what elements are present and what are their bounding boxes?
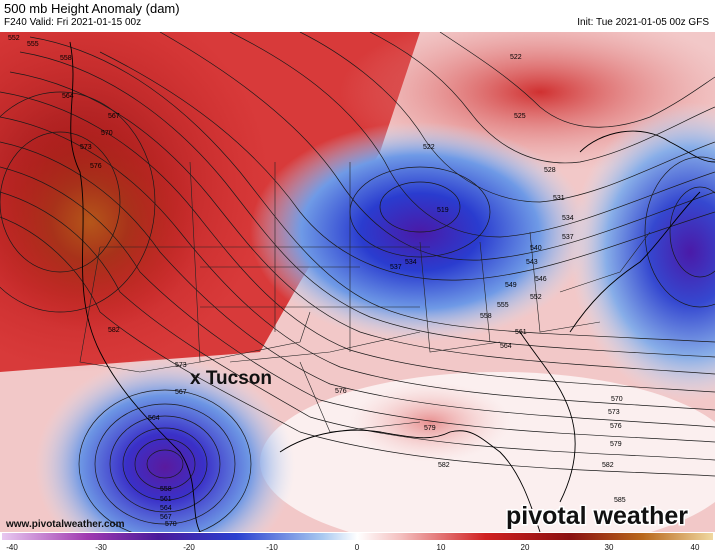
contour-label: 558 — [480, 313, 492, 320]
contour-label: 537 — [562, 234, 574, 241]
contour-label: 558 — [160, 486, 172, 493]
contour-label: 582 — [602, 462, 614, 469]
contour-label: 522 — [510, 54, 522, 61]
init-time: Init: Tue 2021-01-05 00z GFS — [577, 17, 709, 28]
contour-label: 555 — [497, 302, 509, 309]
mexico-cutoff-low — [35, 357, 295, 532]
contour-label: 576 — [610, 423, 622, 430]
gulf-positive — [350, 382, 510, 462]
contour-label: 582 — [108, 327, 120, 334]
contour-label: 567 — [175, 389, 187, 396]
contour-label: 561 — [515, 329, 527, 336]
contour-label: 546 — [535, 276, 547, 283]
map-title: 500 mb Height Anomaly (dam) — [4, 1, 180, 16]
contour-label: 552 — [530, 294, 542, 301]
contour-label: 525 — [514, 113, 526, 120]
contour-label: 564 — [62, 93, 74, 100]
website-watermark: www.pivotalweather.com — [5, 519, 125, 530]
colorbar-tick: -10 — [266, 543, 278, 552]
contour-label: 570 — [611, 396, 623, 403]
contour-label: 531 — [553, 195, 565, 202]
contour-label: 567 — [160, 514, 172, 521]
contour-labels: 552 555 558 564 567 570 573 576 582 573 … — [8, 35, 626, 528]
header: 500 mb Height Anomaly (dam) F240 Valid: … — [0, 0, 715, 32]
contour-label: 555 — [27, 41, 39, 48]
contour-label: 543 — [526, 259, 538, 266]
coastline — [69, 41, 715, 532]
contour-label: 534 — [562, 215, 574, 222]
contour-label: 537 — [390, 264, 402, 271]
contour-label: 570 — [165, 521, 177, 528]
contour-label: 579 — [610, 441, 622, 448]
map-panel: 552 555 558 564 567 570 573 576 582 573 … — [0, 32, 715, 532]
colorbar-ticks: -40 -30 -20 -10 0 10 20 30 40 — [6, 543, 700, 552]
contour-label: 573 — [80, 144, 92, 151]
contour-label: 564 — [500, 343, 512, 350]
political-borders — [79, 161, 651, 433]
contour-label: 573 — [608, 409, 620, 416]
contour-label: 558 — [60, 55, 72, 62]
contour-label: 567 — [108, 113, 120, 120]
colorbar-tick: 20 — [521, 543, 530, 552]
colorbar-gradient — [2, 533, 713, 540]
contour-label: 564 — [160, 505, 172, 512]
height-contours — [0, 32, 715, 532]
contour-label: 570 — [101, 130, 113, 137]
contour-label: 585 — [614, 497, 626, 504]
atlantic-trough — [570, 102, 715, 402]
colorbar-tick: 40 — [691, 543, 700, 552]
contour-label: 573 — [175, 362, 187, 369]
colorbar-tick: -30 — [95, 543, 107, 552]
pivotal-weather-logo: pivotal weather — [506, 502, 688, 530]
contour-label: 552 — [8, 35, 20, 42]
contour-label: 528 — [544, 167, 556, 174]
contour-label: 579 — [424, 425, 436, 432]
colorbar-tick: 0 — [355, 543, 360, 552]
contour-label: 564 — [148, 415, 160, 422]
colorbar-tick: -20 — [183, 543, 195, 552]
contour-label: 576 — [335, 388, 347, 395]
colorbar-svg: -40 -30 -20 -10 0 10 20 30 40 — [2, 533, 713, 552]
contour-label: 549 — [505, 282, 517, 289]
colorbar-tick: 30 — [605, 543, 614, 552]
tucson-marker: x Tucson — [190, 368, 272, 389]
contour-label: 576 — [90, 163, 102, 170]
valid-time: F240 Valid: Fri 2021-01-15 00z — [4, 17, 142, 28]
colorbar-tick: 10 — [437, 543, 446, 552]
contour-label: 519 — [437, 207, 449, 214]
contour-label: 522 — [423, 144, 435, 151]
contour-label: 561 — [160, 496, 172, 503]
contour-label: 582 — [438, 462, 450, 469]
contour-label: 534 — [405, 259, 417, 266]
colorbar: -40 -30 -20 -10 0 10 20 30 40 — [0, 532, 715, 553]
contour-label: 540 — [530, 245, 542, 252]
map-svg: 552 555 558 564 567 570 573 576 582 573 … — [0, 32, 715, 532]
colorbar-tick: -40 — [6, 543, 18, 552]
